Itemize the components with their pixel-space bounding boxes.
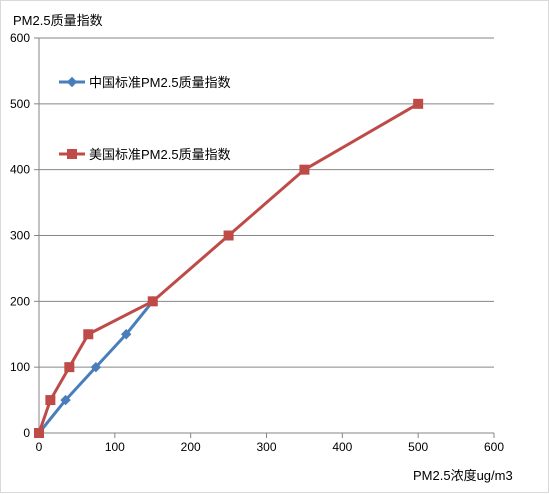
series-line-1 <box>37 102 419 434</box>
y-tick-label-100: 100 <box>10 360 30 374</box>
series-1-point-7 <box>413 98 424 109</box>
y-tick-label-400: 400 <box>10 163 30 177</box>
x-axis-label: PM2.5浓度ug/m3 <box>413 468 513 483</box>
x-tick-label-300: 300 <box>256 440 276 454</box>
y-tick-labels: 0 100 200 300 400 500 600 <box>10 31 30 440</box>
y-tick-label-0: 0 <box>23 426 30 440</box>
x-tick-label-500: 500 <box>408 440 428 454</box>
series-1-point-5 <box>223 230 234 241</box>
x-tick-label-600: 600 <box>484 440 504 454</box>
series-0-point-3 <box>121 329 132 340</box>
x-tick-labels: 0 100 200 300 400 500 600 <box>36 440 505 454</box>
series-0-point-1 <box>60 394 71 406</box>
x-tick-label-400: 400 <box>332 440 352 454</box>
series-1-point-2 <box>64 362 75 373</box>
y-tick-label-200: 200 <box>10 294 30 308</box>
legend-label-1: 美国标准PM2.5质量指数 <box>89 147 231 162</box>
x-tick-label-100: 100 <box>105 440 125 454</box>
series-1-point-4 <box>147 296 158 307</box>
x-tick-label-200: 200 <box>181 440 201 454</box>
series-1-point-6 <box>299 164 310 175</box>
y-tick-label-500: 500 <box>10 97 30 111</box>
axes <box>34 37 495 438</box>
series-markers <box>33 98 424 439</box>
legend-marker-0 <box>66 76 78 88</box>
y-tick-label-600: 600 <box>10 31 30 45</box>
series-1-point-1 <box>45 395 56 406</box>
legend-marker-1 <box>67 149 77 159</box>
gridlines <box>39 37 494 368</box>
legend-label-0: 中国标准PM2.5质量指数 <box>89 75 231 90</box>
series-1-point-0 <box>34 428 44 438</box>
x-tick-label-0: 0 <box>36 440 43 454</box>
y-axis-label: PM2.5质量指数 <box>13 13 103 28</box>
series-0-point-2 <box>90 361 102 373</box>
series-1-point-3 <box>83 329 94 340</box>
y-tick-label-300: 300 <box>10 229 30 243</box>
